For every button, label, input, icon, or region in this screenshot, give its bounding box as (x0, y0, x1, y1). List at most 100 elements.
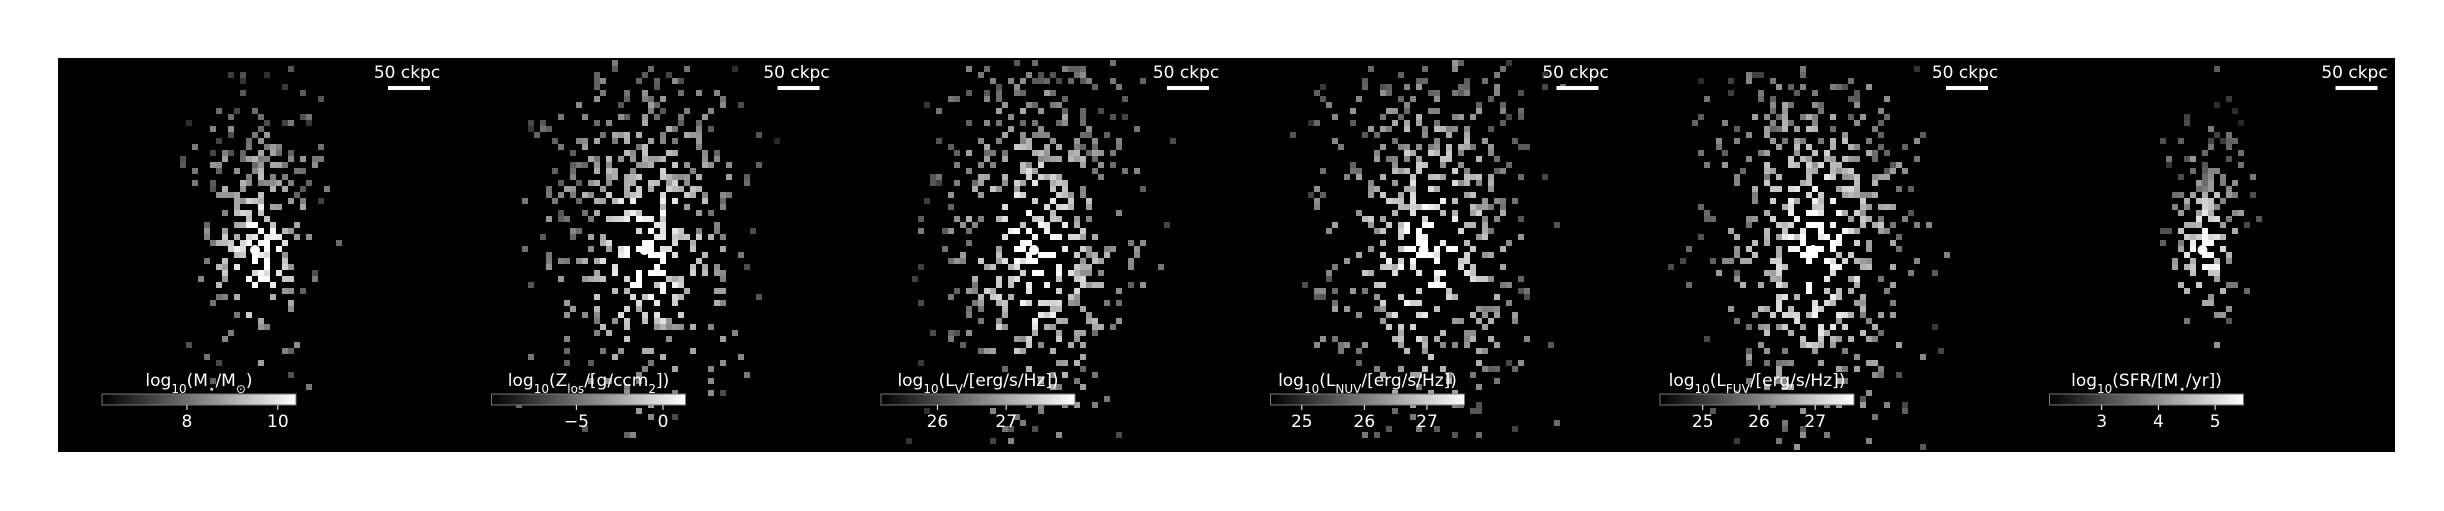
pixel (1452, 294, 1458, 300)
pixel (1032, 120, 1038, 126)
pixel (594, 276, 600, 282)
pixel (1836, 162, 1842, 168)
pixel (1362, 216, 1368, 222)
pixel (1416, 312, 1422, 318)
pixel (966, 312, 972, 318)
pixel (294, 222, 300, 228)
pixel (1806, 126, 1812, 132)
pixel (1470, 276, 1476, 282)
pixel (648, 102, 654, 108)
pixel (1038, 150, 1044, 156)
pixel (1410, 96, 1416, 102)
pixel (1800, 408, 1806, 414)
pixel (1362, 132, 1368, 138)
pixel (288, 156, 294, 162)
pixel (264, 246, 270, 252)
pixel (642, 318, 648, 324)
pixel (1380, 318, 1386, 324)
pixel (1812, 168, 1818, 174)
pixel (2184, 198, 2190, 204)
pixel (588, 276, 594, 282)
pixel (1938, 348, 1944, 354)
pixel (1482, 276, 1488, 282)
pixel (1728, 228, 1734, 234)
pixel (2208, 126, 2214, 132)
pixel (1056, 234, 1062, 240)
pixel (594, 210, 600, 216)
pixel (1794, 162, 1800, 168)
pixel (564, 360, 570, 366)
pixel (216, 240, 222, 246)
pixel (636, 132, 642, 138)
pixel (1410, 210, 1416, 216)
pixel (1044, 252, 1050, 258)
pixel (1410, 258, 1416, 264)
pixel (1848, 216, 1854, 222)
pixel (1080, 114, 1086, 120)
pixel (1038, 162, 1044, 168)
pixel (1752, 252, 1758, 258)
pixel (1374, 432, 1380, 438)
pixel (1110, 150, 1116, 156)
pixel (1368, 246, 1374, 252)
pixel (660, 156, 666, 162)
pixel (1452, 114, 1458, 120)
pixel (1866, 390, 1872, 396)
pixel (1668, 264, 1674, 270)
pixel (1038, 222, 1044, 228)
pixel (1386, 108, 1392, 114)
pixel (660, 270, 666, 276)
pixel (1518, 114, 1524, 120)
pixel (960, 342, 966, 348)
pixel (1764, 234, 1770, 240)
pixel (648, 240, 654, 246)
pixel (228, 192, 234, 198)
pixel (1800, 84, 1806, 90)
pixel (582, 138, 588, 144)
pixel (1884, 204, 1890, 210)
pixel (1020, 240, 1026, 246)
pixel (714, 150, 720, 156)
pixel (1776, 264, 1782, 270)
pixel (1314, 90, 1320, 96)
pixel (1824, 174, 1830, 180)
pixel (996, 186, 1002, 192)
pixel (282, 240, 288, 246)
label-part: /[erg/s/Hz]) (963, 371, 1059, 391)
pixel (528, 120, 534, 126)
pixel (264, 132, 270, 138)
pixel (1866, 84, 1872, 90)
pixel (996, 318, 1002, 324)
pixel (2208, 270, 2214, 276)
pixel (300, 198, 306, 204)
label-part: /M (215, 371, 235, 391)
pixel (1488, 366, 1494, 372)
pixel (1074, 336, 1080, 342)
pixel (1410, 324, 1416, 330)
pixel (672, 282, 678, 288)
pixel (1434, 186, 1440, 192)
pixel (1824, 276, 1830, 282)
pixel (624, 132, 630, 138)
pixel (1074, 72, 1080, 78)
pixel (654, 270, 660, 276)
pixel (1830, 294, 1836, 300)
pixel (1002, 258, 1008, 264)
pixel (660, 288, 666, 294)
pixel (222, 228, 228, 234)
pixel (1026, 162, 1032, 168)
pixel (624, 276, 630, 282)
pixel (1080, 342, 1086, 348)
pixel (300, 156, 306, 162)
pixel (1050, 180, 1056, 186)
pixel (2184, 114, 2190, 120)
pixel (1734, 180, 1740, 186)
pixel (666, 150, 672, 156)
pixel (1068, 270, 1074, 276)
label-part: (L (1710, 371, 1727, 391)
pixel (1014, 348, 1020, 354)
pixel (1110, 324, 1116, 330)
pixel (1878, 204, 1884, 210)
pixel (2208, 300, 2214, 306)
pixel (1818, 204, 1824, 210)
